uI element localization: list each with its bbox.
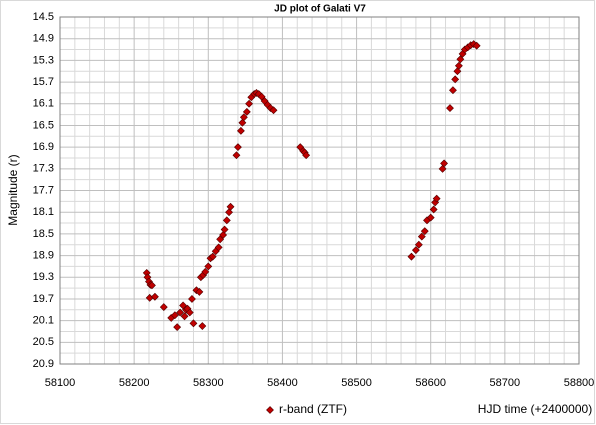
y-tick-label: 18.9: [33, 249, 54, 261]
point: [451, 75, 460, 84]
point: [150, 292, 159, 301]
point: [236, 126, 245, 135]
y-tick-label: 18.1: [33, 206, 54, 218]
point: [407, 252, 416, 261]
y-tick-label: 17.7: [33, 184, 54, 196]
point: [453, 67, 462, 76]
point: [204, 262, 213, 271]
point: [426, 213, 435, 222]
point: [219, 231, 228, 239]
point: [176, 308, 185, 317]
y-tick-label: 16.1: [33, 98, 54, 110]
y-tick-label: 14.5: [33, 11, 54, 23]
point: [245, 99, 253, 108]
point: [180, 312, 189, 321]
x-tick-label: 58100: [45, 377, 76, 389]
point: [214, 243, 223, 252]
chart-title: JD plot of Galati V7: [274, 4, 366, 15]
point: [148, 281, 156, 290]
point: [238, 118, 247, 127]
point: [242, 107, 251, 116]
point: [438, 164, 447, 173]
point: [225, 208, 233, 217]
point: [226, 202, 235, 211]
y-tick-label: 18.5: [33, 228, 54, 240]
point: [232, 151, 241, 160]
x-tick-label: 58600: [415, 377, 446, 389]
point: [159, 303, 168, 311]
plot-area: [59, 16, 580, 365]
point: [449, 86, 457, 95]
x-tick-label: 58300: [193, 377, 224, 389]
y-tick-label: 20.9: [33, 358, 54, 370]
point: [222, 216, 231, 225]
point: [429, 205, 438, 214]
x-tick-label: 58500: [341, 377, 372, 389]
legend-marker: [266, 406, 274, 414]
y-tick-label: 16.5: [33, 119, 54, 131]
y-tick-label: 15.7: [33, 76, 54, 88]
point: [440, 159, 448, 168]
point: [269, 106, 278, 115]
point: [188, 295, 196, 303]
point: [195, 287, 204, 296]
point: [198, 322, 207, 330]
legend-label: r-band (ZTF): [279, 402, 347, 416]
y-tick-label: 14.9: [33, 33, 54, 45]
x-axis-label: HJD time (+2400000): [478, 402, 592, 416]
point: [454, 61, 463, 70]
point: [417, 232, 426, 241]
x-tick-label: 58400: [267, 377, 298, 389]
y-tick-label: 16.9: [33, 141, 54, 153]
y-tick-label: 17.3: [33, 163, 54, 175]
point: [189, 319, 198, 328]
point: [472, 41, 481, 50]
x-tick-label: 58200: [119, 377, 150, 389]
point: [432, 194, 441, 203]
point: [208, 252, 217, 261]
point: [456, 55, 465, 64]
point: [234, 143, 242, 152]
point: [170, 311, 179, 320]
point: [446, 104, 454, 113]
y-tick-label: 19.7: [33, 293, 54, 305]
point: [414, 240, 423, 249]
point: [185, 308, 194, 317]
y-axis-label: Magnitude (r): [6, 154, 20, 225]
point: [239, 113, 248, 122]
x-tick-label: 58700: [490, 377, 521, 389]
y-tick-label: 20.5: [33, 336, 54, 348]
point: [302, 151, 311, 160]
point: [411, 246, 420, 255]
y-tick-label: 19.3: [33, 271, 54, 283]
point: [420, 227, 429, 236]
y-tick-label: 15.3: [33, 54, 54, 66]
y-tick-label: 20.1: [33, 315, 54, 327]
point: [173, 323, 182, 332]
x-tick-label: 58800: [564, 377, 595, 389]
point: [201, 267, 210, 276]
point: [220, 225, 229, 234]
point: [266, 104, 275, 113]
